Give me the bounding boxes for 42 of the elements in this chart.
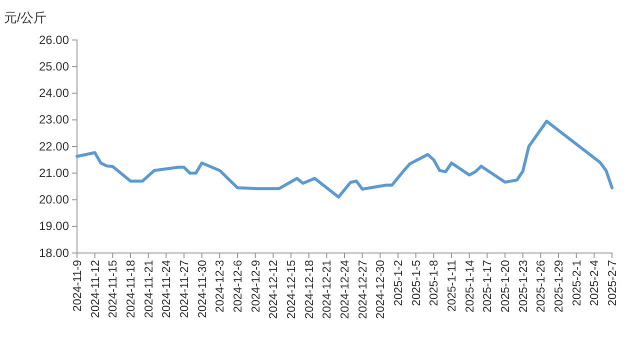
x-tick-label: 2025-2-1 [571, 260, 584, 306]
x-tick-label: 2024-12-27 [357, 260, 370, 319]
x-tick-label: 2024-12-21 [322, 260, 334, 319]
x-tick-label: 2024-12-30 [375, 260, 388, 319]
x-tick-label: 2025-1-26 [536, 260, 548, 312]
y-axis-title: 元/公斤 [4, 10, 47, 25]
x-tick-label: 2024-11-24 [161, 259, 174, 318]
x-tick-label: 2024-12-12 [268, 260, 280, 319]
x-tick-label: 2024-11-12 [90, 260, 102, 318]
x-tick-label: 2024-12-15 [286, 260, 298, 319]
y-tick-label: 20.00 [38, 192, 70, 207]
x-tick-label: 2024-12-3 [214, 260, 227, 312]
x-tick-label: 2024-12-9 [250, 260, 262, 312]
x-tick-label: 2024-11-9 [72, 260, 84, 312]
x-tick-label: 2024-12-6 [232, 260, 245, 312]
line-series [76, 120, 614, 199]
x-tick-label: 2025-1-14 [464, 259, 476, 312]
x-tick-label: 2024-12-24 [340, 259, 352, 319]
y-tick-label: 19.00 [38, 219, 70, 234]
y-tick-label: 26.00 [38, 32, 70, 47]
x-tick-label: 2025-1-23 [518, 260, 530, 312]
x-tick-label: 2025-1-20 [500, 260, 512, 312]
x-tick-label: 2025-2-4 [589, 259, 602, 306]
x-tick-label: 2025-2-7 [607, 260, 620, 306]
y-tick-label: 23.00 [38, 112, 70, 127]
x-tick-label: 2024-12-18 [304, 260, 316, 319]
y-tick-label: 18.00 [38, 246, 70, 260]
x-tick-label: 2025-1-11 [446, 260, 459, 312]
x-tick-label: 2024-11-30 [196, 260, 209, 318]
x-tick-label: 2024-11-21 [143, 260, 156, 318]
x-tick-label: 2025-1-29 [554, 260, 566, 312]
y-tick-label: 24.00 [38, 86, 70, 100]
y-tick-label: 22.00 [38, 139, 70, 154]
x-tick-label: 2025-1-5 [410, 260, 423, 306]
x-tick-label: 2024-11-27 [179, 260, 192, 318]
x-tick-label: 2025-1-2 [393, 260, 406, 306]
x-tick-label: 2024-11-18 [126, 260, 138, 318]
x-tick-label: 2025-1-17 [482, 260, 494, 312]
x-tick-label: 2025-1-8 [428, 260, 441, 306]
x-tick-label: 2024-11-15 [108, 260, 120, 318]
y-tick-label: 25.00 [38, 59, 70, 74]
y-tick-label: 21.00 [38, 166, 70, 180]
